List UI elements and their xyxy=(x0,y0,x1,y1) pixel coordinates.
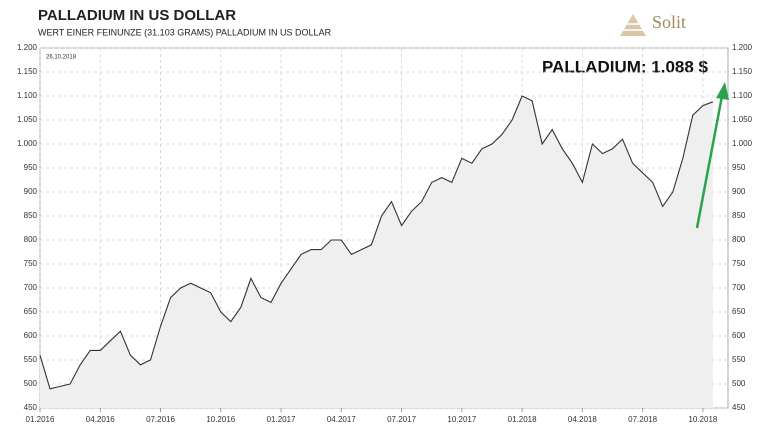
y-tick-label: 1.100 xyxy=(17,91,38,100)
y-tick-label: 1.050 xyxy=(17,115,38,124)
y2-tick-label: 1.000 xyxy=(732,139,753,148)
chart-title: PALLADIUM IN US DOLLAR xyxy=(38,7,236,24)
y2-tick-label: 1.100 xyxy=(732,91,753,100)
x-tick-label: 10.2018 xyxy=(688,415,717,424)
arrow-shaft xyxy=(695,95,724,229)
x-tick-label: 04.2018 xyxy=(568,415,597,424)
brand: Solit xyxy=(652,12,686,32)
plot: 450 450 500 500 550 550 600 600 650 650 700 700 750 7… xyxy=(17,43,753,424)
y-tick-label: 450 xyxy=(24,403,38,412)
y-tick-label: 900 xyxy=(24,187,38,196)
x-tick-label: 01.2018 xyxy=(508,415,537,424)
x-tick-label: 07.2017 xyxy=(387,415,416,424)
y2-tick-label: 900 xyxy=(732,187,746,196)
y2-tick-label: 1.150 xyxy=(732,67,753,76)
y-tick-label: 650 xyxy=(24,307,38,316)
y-tick-label: 500 xyxy=(24,379,38,388)
y2-tick-label: 550 xyxy=(732,355,746,364)
y2-tick-label: 1.050 xyxy=(732,115,753,124)
annotation: PALLADIUM: 1.088 $ xyxy=(542,57,708,76)
y-tick-label: 600 xyxy=(24,331,38,340)
logo-pyramid xyxy=(620,14,646,36)
y-tick-label: 550 xyxy=(24,355,38,364)
x-tick-label: 07.2018 xyxy=(628,415,657,424)
y-tick-label: 1.200 xyxy=(17,43,38,52)
y2-tick-label: 600 xyxy=(732,331,746,340)
date-label: 26.10.2018 xyxy=(46,55,77,61)
area-fill xyxy=(40,96,713,408)
y-tick-label: 800 xyxy=(24,235,38,244)
y-tick-label: 1.000 xyxy=(17,139,38,148)
y2-tick-label: 500 xyxy=(732,379,746,388)
arrow-head xyxy=(716,82,729,100)
y2-tick-label: 800 xyxy=(732,235,746,244)
x-tick-label: 01.2017 xyxy=(267,415,296,424)
y-tick-label: 700 xyxy=(24,283,38,292)
y2-tick-label: 850 xyxy=(732,211,746,220)
y-tick-label: 950 xyxy=(24,163,38,172)
arrow xyxy=(695,82,729,229)
line xyxy=(39,95,714,390)
x-tick-label: 04.2016 xyxy=(86,415,115,424)
y2-tick-label: 750 xyxy=(732,259,746,268)
y2-tick-label: 1.200 xyxy=(732,43,753,52)
y-tick-label: 750 xyxy=(24,259,38,268)
logo: Solit xyxy=(620,12,686,36)
y2-tick-label: 450 xyxy=(732,403,746,412)
x-tick-label: 04.2017 xyxy=(327,415,356,424)
y-tick-label: 1.150 xyxy=(17,67,38,76)
chart-subtitle: WERT EINER FEINUNZE (31.103 GRAMS) PALLA… xyxy=(38,27,332,37)
y2-tick-label: 650 xyxy=(732,307,746,316)
y-tick-label: 850 xyxy=(24,211,38,220)
x-tick-label: 01.2016 xyxy=(26,415,55,424)
x-tick-label: 07.2016 xyxy=(146,415,175,424)
y2-tick-label: 700 xyxy=(732,283,746,292)
x-tick-label: 10.2016 xyxy=(206,415,235,424)
x-tick-label: 10.2017 xyxy=(447,415,476,424)
y2-tick-label: 950 xyxy=(732,163,746,172)
